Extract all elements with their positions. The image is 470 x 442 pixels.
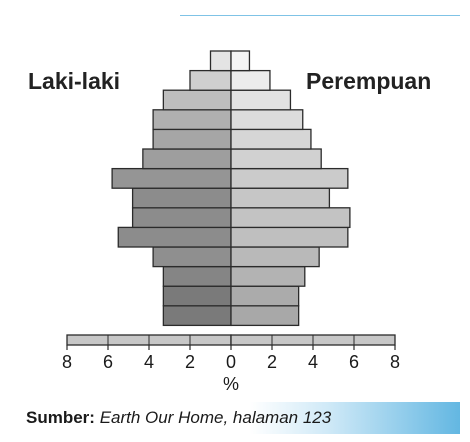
male-bar-10 — [152, 128, 232, 150]
female-bar-13 — [230, 69, 271, 91]
female-bar-5 — [230, 226, 349, 248]
male-bar-9 — [142, 148, 232, 170]
male-bar-3 — [162, 265, 232, 287]
x-tick-label: 2 — [267, 352, 277, 372]
male-bar-12 — [162, 89, 232, 111]
source-label: Sumber: — [26, 408, 95, 427]
female-bar-6 — [230, 207, 351, 229]
female-bar-7 — [230, 187, 331, 209]
female-label: Perempuan — [306, 68, 432, 94]
male-bar-2 — [162, 285, 232, 307]
male-bar-1 — [162, 305, 232, 327]
population-pyramid-chart: 8 6 4 2 0 2 4 6 8% — [62, 50, 400, 394]
source-bar — [22, 402, 460, 434]
top-rule — [180, 15, 460, 16]
x-tick-label: 8 — [62, 352, 72, 372]
female-bar-12 — [230, 89, 292, 111]
male-bar-7 — [131, 187, 232, 209]
x-tick-label: 6 — [349, 352, 359, 372]
male-bar-13 — [189, 69, 232, 91]
source-value: Earth Our Home, halaman 123 — [99, 408, 332, 427]
x-tick-label: 4 — [308, 352, 318, 372]
male-bar-11 — [152, 109, 232, 131]
x-tick-label: 2 — [185, 352, 195, 372]
x-tick-label: 6 — [103, 352, 113, 372]
female-bar-11 — [230, 109, 304, 131]
x-tick-label: 8 — [390, 352, 400, 372]
female-bar-8 — [230, 167, 349, 189]
female-bar-3 — [230, 265, 306, 287]
male-bar-6 — [131, 207, 232, 229]
female-bar-4 — [230, 246, 320, 268]
source-caption: Sumber: Earth Our Home, halaman 123 — [26, 408, 331, 428]
male-bar-14 — [209, 50, 232, 72]
male-bar-4 — [152, 246, 232, 268]
female-bar-2 — [230, 285, 300, 307]
male-bar-8 — [111, 167, 232, 189]
female-bar-10 — [230, 128, 312, 150]
male-bar-5 — [117, 226, 232, 248]
x-axis-label: % — [223, 374, 239, 394]
x-tick-label: 4 — [144, 352, 154, 372]
female-bar-1 — [230, 305, 300, 327]
x-tick-label: 0 — [226, 352, 236, 372]
female-bar-9 — [230, 148, 322, 170]
male-label: Laki-laki — [28, 68, 121, 94]
female-bar-14 — [230, 50, 251, 72]
